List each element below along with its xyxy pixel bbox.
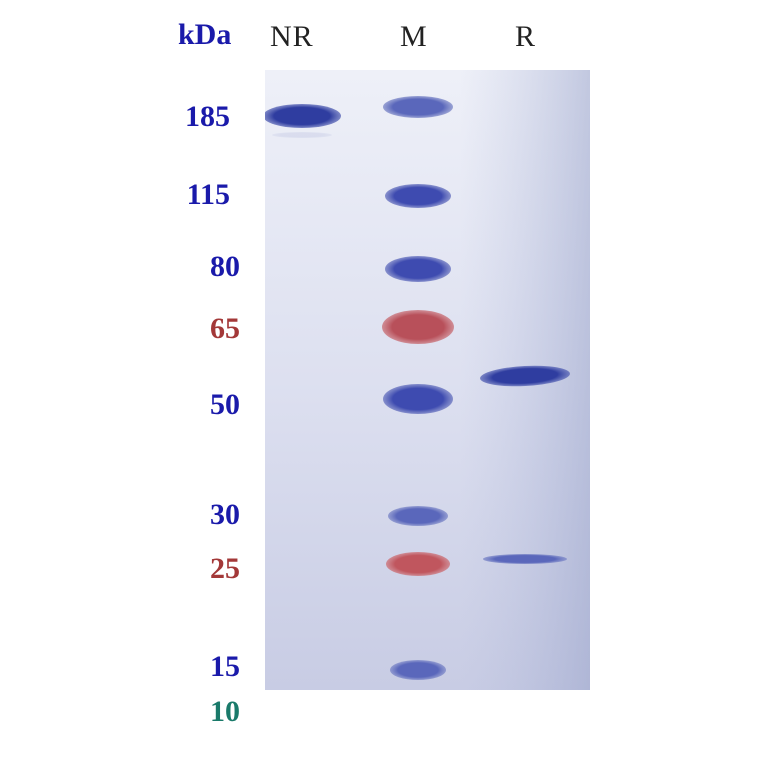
lane-header-r: R xyxy=(515,20,536,54)
mw-label-30: 30 xyxy=(170,498,240,532)
gel-band xyxy=(390,660,446,680)
lane-header-m: M xyxy=(400,20,428,54)
gel-band xyxy=(386,552,450,576)
gel-band xyxy=(383,384,453,414)
kda-unit-label: kDa xyxy=(178,18,231,52)
mw-label-50: 50 xyxy=(170,388,240,422)
mw-label-115: 115 xyxy=(160,178,230,212)
gel-band xyxy=(383,96,453,118)
mw-label-25: 25 xyxy=(170,552,240,586)
gel-band xyxy=(385,184,451,208)
gel-image-container: { "layout": { "width": 764, "height": 76… xyxy=(0,0,764,764)
gel-band xyxy=(272,132,332,138)
gel-band xyxy=(385,256,451,282)
lane-header-nr: NR xyxy=(270,20,314,54)
mw-label-15: 15 xyxy=(170,650,240,684)
gel-svg xyxy=(265,70,590,690)
gel-band xyxy=(483,554,567,564)
mw-label-185: 185 xyxy=(160,100,230,134)
mw-label-65: 65 xyxy=(170,312,240,346)
gel-band xyxy=(388,506,448,526)
mw-label-80: 80 xyxy=(170,250,240,284)
gel-band xyxy=(265,104,341,128)
mw-label-10: 10 xyxy=(170,695,240,729)
gel-band xyxy=(382,310,454,344)
